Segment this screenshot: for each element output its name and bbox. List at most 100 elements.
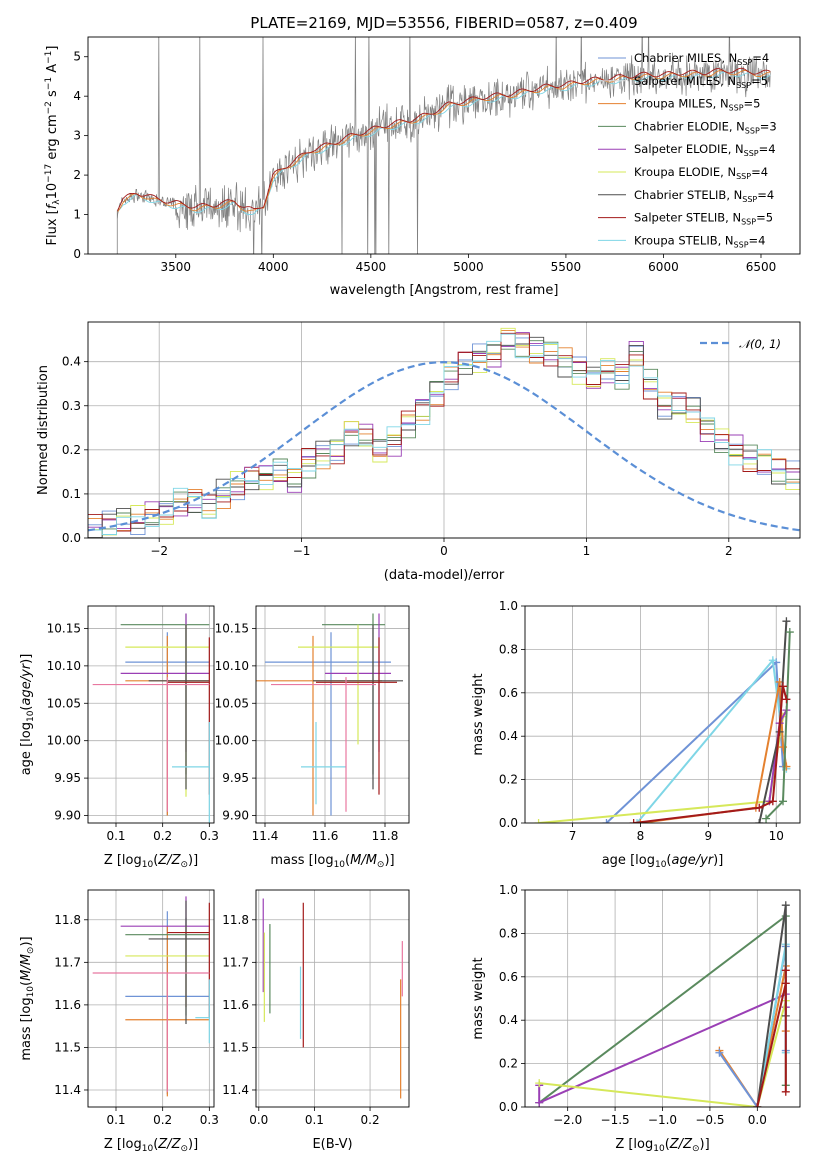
mass-weight-marker	[785, 628, 794, 637]
age_vs_mass-panel: 11.4 11.6 11.8 9.90 9.95 10.00 10.05 10.10 10.15…	[215, 605, 410, 870]
legend-text: Kroupa ELODIE, N	[634, 165, 736, 179]
mass_vs_Z-plot	[92, 896, 210, 1097]
y-tick-label: 11.7	[222, 955, 249, 969]
label-part: (	[153, 853, 158, 868]
age_vs_mass-plot	[256, 613, 403, 816]
label-part: A	[45, 64, 60, 77]
y-tick-label: 0.2	[499, 773, 518, 787]
mass-weight-marker	[636, 819, 645, 823]
label-part: s	[45, 90, 60, 101]
label-part: )]	[188, 1137, 198, 1152]
y-tick-label: 11.4	[54, 1083, 81, 1097]
label-part: 10	[26, 710, 36, 722]
y-tick-label: 10.10	[215, 659, 249, 673]
y-tick-label: 3	[73, 129, 81, 143]
mass-weight-marker	[781, 901, 790, 910]
y-axis-label: mass weight	[471, 957, 486, 1039]
x-tick-label: 0.1	[106, 829, 125, 843]
y-tick-label: 11.5	[222, 1040, 249, 1054]
y-axis-label: mass weight	[471, 673, 486, 755]
x-tick-label: −1	[293, 544, 311, 558]
x-tick-label: 1	[583, 544, 591, 558]
x-tick-label: 5500	[551, 260, 582, 274]
histogram-step	[88, 332, 800, 532]
spectrum-panel: 3500 4000 4500 5000 5500 6000 6500 0 1 2 3 4 5 wavele…	[44, 36, 801, 298]
label-part: ⊙	[692, 1144, 700, 1154]
y-axis-label: Flux [fλ10−17 erg cm−2 s−1 A−1]	[44, 46, 62, 246]
legend-text: Chabrier MILES, N	[634, 51, 737, 65]
x-tick-label: 9	[705, 829, 713, 843]
normal-curve	[88, 360, 800, 532]
label-part: ]	[45, 46, 60, 51]
label-part: ⊙	[180, 1144, 188, 1154]
figure-title: PLATE=2169, MJD=53556, FIBERID=0587, z=0…	[250, 14, 637, 32]
x-tick-label: 11.6	[312, 829, 339, 843]
grid	[256, 890, 409, 1107]
label-part: )]	[713, 853, 723, 868]
y-tick-label: 0.2	[62, 443, 81, 457]
y-tick-label: 10.05	[215, 696, 249, 710]
label-part: −2	[44, 101, 54, 114]
x-tick-label: 8	[637, 829, 645, 843]
mass-weight-marker	[782, 695, 791, 704]
label-part: 10	[334, 860, 346, 870]
label-part: )]	[19, 936, 34, 946]
legend-sub: SSP	[745, 126, 760, 135]
label-part: Z [log	[104, 1137, 142, 1152]
mass-weight-line	[605, 660, 784, 823]
y-tick-label: 10.00	[47, 734, 81, 748]
y-tick-label: 5	[73, 50, 81, 64]
legend-sub: SSP	[741, 218, 756, 227]
label-part: )]	[19, 654, 34, 664]
legend-label: 𝒩(0, 1)	[739, 337, 781, 351]
label-part: )]	[188, 853, 198, 868]
x-tick-label: 0.2	[153, 1113, 172, 1127]
label-part: ⊙	[377, 860, 385, 870]
y-tick-label: 0.3	[62, 399, 81, 413]
y-tick-label: 0.4	[62, 355, 81, 369]
legend-text: Salpeter ELODIE, N	[634, 142, 744, 156]
label-part: )]	[384, 853, 394, 868]
label-part: f	[45, 202, 60, 209]
legend-text: Chabrier ELODIE, N	[634, 119, 745, 133]
label-part: )]	[700, 1137, 710, 1152]
x-tick-label: 0.0	[249, 1113, 268, 1127]
mass_vs_Z-panel: 0.1 0.2 0.311.411.511.611.711.8Z [log10(Z/…	[19, 889, 219, 1154]
y-tick-label: 0.0	[62, 531, 81, 545]
legend-label: Chabrier STELIB, NSSP=4	[634, 188, 774, 204]
x-tick-label: 0.3	[200, 1113, 219, 1127]
mass-weight-marker	[779, 797, 788, 806]
label-part: Flux [	[45, 209, 60, 245]
x-axis-label: Z [log10(Z/Z⊙)]	[104, 853, 198, 870]
legend-sub: SSP	[736, 172, 751, 181]
label-part: (	[19, 706, 34, 711]
mass-weight-marker	[762, 814, 771, 823]
weight_vs_Z-plot	[535, 901, 790, 1107]
label-part: M/M	[350, 853, 377, 868]
y-tick-label: 9.90	[54, 809, 81, 823]
legend-label: Chabrier MILES, NSSP=4	[634, 51, 769, 67]
label-part: (	[666, 853, 671, 868]
grid	[88, 322, 800, 539]
label-part: age/yr	[19, 662, 34, 705]
mass-weight-marker	[629, 819, 638, 823]
x-tick-label: 7	[569, 829, 577, 843]
legend-label: Salpeter MILES, NSSP=5	[634, 74, 768, 90]
y-tick-label: 0.0	[499, 1100, 518, 1114]
mass-weight-marker	[753, 1103, 762, 1107]
legend-label: Kroupa ELODIE, NSSP=4	[634, 165, 768, 181]
y-axis-label: Normed distribution	[36, 365, 51, 495]
label-part: M/M	[19, 954, 34, 981]
axes-frame	[87, 321, 801, 539]
label-part: Z/Z	[157, 853, 181, 868]
residuals-panel: −2 −1 0 1 2 0.0 0.1 0.2 0.3 0.4 (data-model)/error…	[36, 321, 801, 583]
legend-tail: =5	[756, 211, 773, 225]
x-tick-label: 0.3	[200, 829, 219, 843]
x-axis-label: mass [log10(M/M⊙)]	[270, 853, 394, 870]
spectrum-plot	[116, 37, 771, 254]
y-tick-label: 11.5	[54, 1040, 81, 1054]
legend-label: Salpeter ELODIE, NSSP=4	[634, 142, 776, 158]
histogram-step	[88, 327, 800, 536]
label-part: 10	[653, 1144, 665, 1154]
